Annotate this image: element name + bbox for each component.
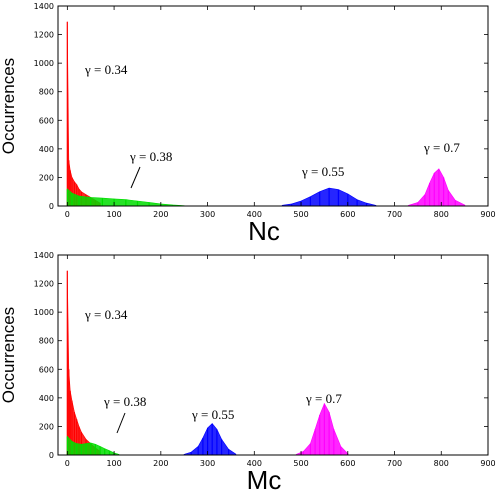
series-3-area xyxy=(296,402,349,456)
chart-top-frame xyxy=(57,5,489,207)
chart-bottom-ticks: 0 100 200 300 400 500 600 700 800 900 0 200 400 600 80… xyxy=(34,251,496,468)
xtick-label-3: 300 xyxy=(200,210,215,219)
xtick-label-6: 600 xyxy=(340,210,355,219)
ytick-label-2: 400 xyxy=(39,394,54,403)
series-2-area xyxy=(183,423,236,456)
ytick-label-0: 0 xyxy=(49,451,54,460)
annotation-arrow-038-top xyxy=(130,166,141,189)
series-3 xyxy=(295,402,349,456)
annotation-gamma-038-top: γ = 0.38 xyxy=(129,149,172,164)
annotation-gamma-034-bottom: γ = 0.34 xyxy=(84,307,128,322)
xtick-label-9: 900 xyxy=(480,459,495,468)
chart-top-ylabel: Occurrences xyxy=(0,58,18,154)
annotation-gamma-07-top: γ = 0.7 xyxy=(423,140,460,155)
annotation-gamma-07-bottom: γ = 0.7 xyxy=(305,391,342,406)
series-1 xyxy=(66,188,185,207)
ytick-label-0: 0 xyxy=(49,202,54,211)
ytick-label-3: 600 xyxy=(39,116,54,125)
ytick-label-6: 1200 xyxy=(34,280,54,289)
ytick-label-7: 1400 xyxy=(34,2,54,11)
ytick-label-4: 800 xyxy=(39,88,54,97)
annotation-gamma-055-bottom: γ = 0.55 xyxy=(191,407,234,422)
xtick-label-2: 200 xyxy=(153,210,168,219)
series-2 xyxy=(183,423,237,456)
annotation-gamma-055-top: γ = 0.55 xyxy=(301,164,344,179)
chart-top-xlabel: Nc xyxy=(248,216,280,246)
ytick-label-3: 600 xyxy=(39,365,54,374)
annotation-gamma-034-top: γ = 0.34 xyxy=(84,62,128,77)
xtick-label-3: 300 xyxy=(200,459,215,468)
xtick-label-7: 700 xyxy=(387,459,402,468)
xtick-label-9: 900 xyxy=(480,210,495,219)
xtick-label-4: 400 xyxy=(247,459,262,468)
chart-bottom-frame xyxy=(57,254,489,456)
chart-top-ticks: 0 100 200 300 400 500 600 700 800 900 0 200 400 600 80… xyxy=(34,2,496,219)
ytick-label-1: 200 xyxy=(39,173,54,182)
series-0 xyxy=(66,21,101,207)
xtick-label-1: 100 xyxy=(106,210,121,219)
annotation-gamma-038-bottom: γ = 0.38 xyxy=(103,394,146,409)
chart-bottom-marks xyxy=(66,270,349,456)
chart-top-marks xyxy=(66,21,466,207)
series-3 xyxy=(407,168,466,207)
annotation-arrow-038-bottom xyxy=(116,412,126,434)
chart-top: 0 100 200 300 400 500 600 700 800 900 0 200 400 600 80… xyxy=(0,2,496,246)
xtick-label-5: 500 xyxy=(293,210,308,219)
xtick-label-5: 500 xyxy=(293,459,308,468)
chart-bottom-ylabel: Occurrences xyxy=(0,307,18,403)
series-2 xyxy=(281,187,377,207)
series-1 xyxy=(66,435,120,456)
xtick-label-6: 600 xyxy=(340,459,355,468)
ytick-label-7: 1400 xyxy=(34,251,54,260)
series-0 xyxy=(66,270,101,456)
series-3-area xyxy=(408,168,465,207)
ytick-label-5: 1000 xyxy=(34,308,54,317)
xtick-label-2: 200 xyxy=(153,459,168,468)
xtick-label-8: 800 xyxy=(434,210,449,219)
xtick-label-4: 400 xyxy=(247,210,262,219)
xtick-label-1: 100 xyxy=(106,459,121,468)
xtick-label-0: 0 xyxy=(65,210,70,219)
chart-bottom: 0 100 200 300 400 500 600 700 800 900 0 200 400 600 80… xyxy=(0,251,496,493)
xtick-label-7: 700 xyxy=(387,210,402,219)
xtick-label-0: 0 xyxy=(65,459,70,468)
ytick-label-2: 400 xyxy=(39,145,54,154)
ytick-label-5: 1000 xyxy=(34,59,54,68)
ytick-label-1: 200 xyxy=(39,422,54,431)
chart-bottom-xlabel: Mc xyxy=(247,465,282,493)
ytick-label-4: 800 xyxy=(39,337,54,346)
ytick-label-6: 1200 xyxy=(34,31,54,40)
xtick-label-8: 800 xyxy=(434,459,449,468)
